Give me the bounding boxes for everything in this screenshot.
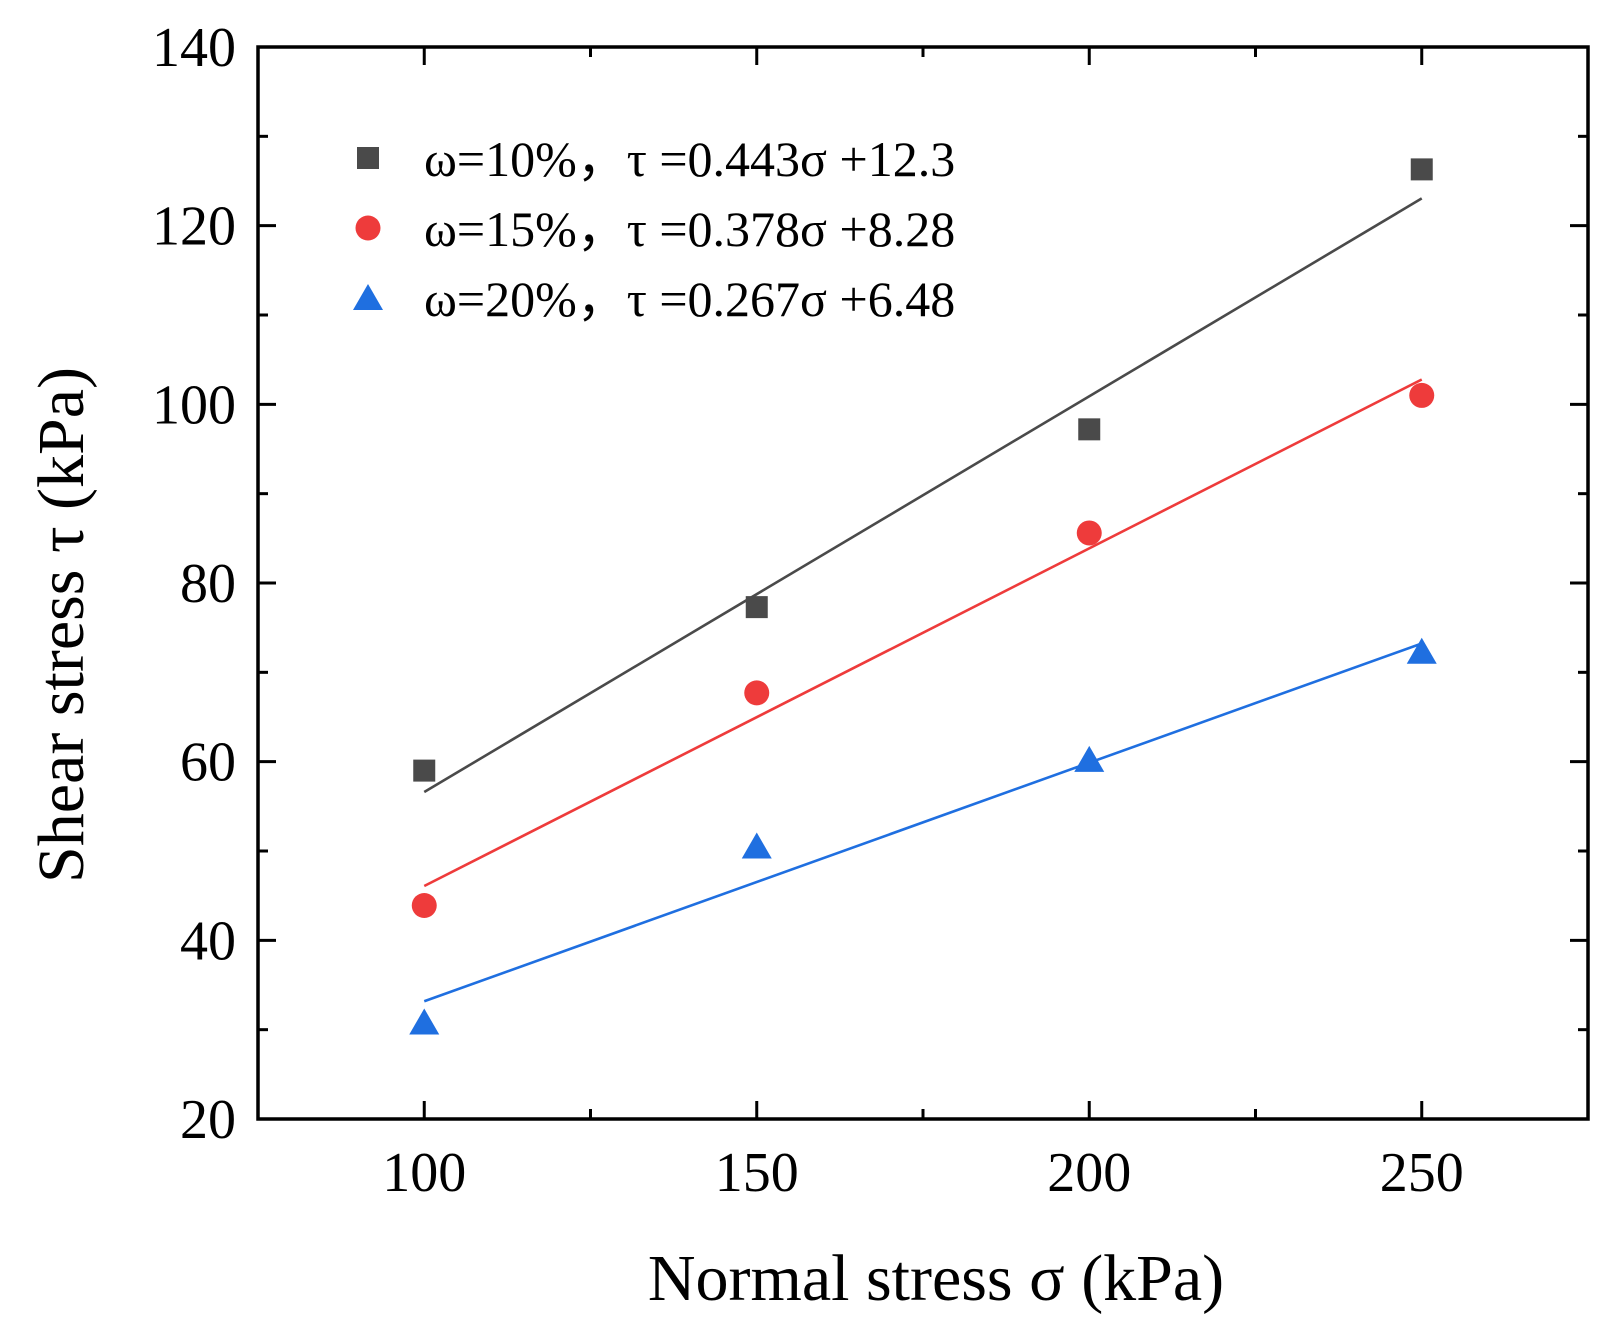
x-tick-label: 100 (382, 1142, 466, 1204)
data-point-triangle (409, 1008, 440, 1035)
data-point-triangle (1406, 637, 1437, 664)
y-tick-label: 40 (180, 910, 236, 972)
y-tick-label: 20 (180, 1089, 236, 1151)
data-point-square (1078, 418, 1101, 441)
data-point-square (1410, 158, 1433, 181)
legend-label: ω=20%，τ =0.267σ +6.48 (424, 271, 955, 327)
x-tick-label: 200 (1047, 1142, 1131, 1204)
fit-line-square (423, 197, 1423, 794)
legend-label: ω=15%，τ =0.378σ +8.28 (424, 201, 955, 257)
data-point-circle (1409, 382, 1435, 408)
plot-area (409, 158, 1437, 1035)
x-axis-title: Normal stress σ (kPa) (648, 1242, 1224, 1315)
legend: ω=10%，τ =0.443σ +12.3 ω=15%，τ =0.378σ +8.… (353, 131, 955, 327)
data-point-triangle (1074, 745, 1105, 772)
data-point-circle (744, 680, 770, 706)
data-point-square (413, 759, 436, 782)
x-tick-label: 150 (715, 1142, 799, 1204)
legend-marker-circle (355, 215, 381, 241)
legend-marker-square (357, 147, 379, 169)
data-point-square (745, 596, 768, 619)
data-point-circle (411, 892, 437, 918)
y-axis-title: Shear stress τ (kPa) (25, 367, 98, 883)
y-tick-label: 60 (180, 732, 236, 794)
x-tick-label: 250 (1380, 1142, 1464, 1204)
data-point-circle (1076, 520, 1102, 546)
axes: 100 150 200 250 20 40 60 80 100 120 140 (152, 17, 1590, 1204)
fit-line-circle (423, 378, 1423, 888)
y-tick-label: 120 (152, 196, 236, 258)
y-tick-label: 100 (152, 374, 236, 436)
data-point-triangle (741, 832, 772, 859)
legend-marker-triangle (353, 284, 383, 310)
fit-line-triangle (423, 642, 1423, 1003)
y-tick-label: 140 (152, 17, 236, 79)
legend-label: ω=10%，τ =0.443σ +12.3 (424, 131, 955, 187)
y-tick-label: 80 (180, 553, 236, 615)
